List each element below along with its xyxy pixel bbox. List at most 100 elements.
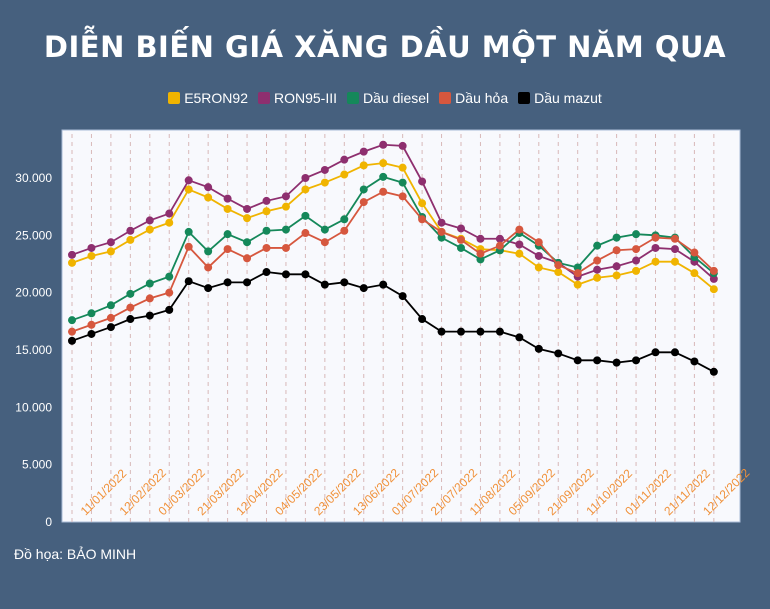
data-point bbox=[223, 194, 232, 203]
data-point bbox=[243, 238, 252, 247]
data-point bbox=[165, 209, 174, 218]
data-point bbox=[398, 292, 407, 301]
data-point bbox=[145, 294, 154, 303]
data-point bbox=[68, 250, 76, 259]
data-point bbox=[632, 245, 641, 254]
data-point bbox=[612, 262, 621, 271]
series-line bbox=[71, 143, 715, 280]
data-point bbox=[495, 327, 504, 336]
data-point bbox=[281, 202, 290, 211]
data-point bbox=[184, 277, 193, 286]
data-point bbox=[476, 327, 485, 336]
data-point bbox=[612, 358, 621, 367]
data-point bbox=[632, 256, 641, 265]
data-point bbox=[359, 185, 368, 194]
chart-title: DIỄN BIẾN GIÁ XĂNG DẦU MỘT NĂM QUA bbox=[43, 30, 727, 64]
data-point bbox=[632, 266, 641, 275]
data-point bbox=[223, 245, 232, 254]
y-tick-label: 10.000 bbox=[15, 400, 52, 414]
data-point bbox=[437, 227, 446, 236]
data-point bbox=[457, 243, 465, 252]
data-point bbox=[359, 147, 368, 156]
data-point bbox=[184, 242, 193, 251]
data-point bbox=[593, 356, 602, 365]
data-point bbox=[145, 311, 154, 320]
data-point bbox=[379, 280, 388, 289]
y-tick-label: 15.000 bbox=[15, 343, 52, 357]
data-point bbox=[340, 155, 349, 164]
data-point bbox=[68, 336, 76, 345]
legend-item: Dầu hỏa bbox=[439, 90, 508, 106]
data-point bbox=[68, 316, 76, 325]
legend-label: Dầu hỏa bbox=[455, 90, 509, 106]
data-point bbox=[457, 235, 465, 244]
data-point bbox=[320, 238, 329, 247]
data-point bbox=[106, 313, 115, 322]
data-point bbox=[223, 278, 232, 287]
data-point bbox=[670, 257, 679, 266]
y-tick-label: 0 bbox=[45, 515, 52, 529]
data-point bbox=[709, 285, 718, 294]
data-point bbox=[165, 305, 174, 314]
legend: E5RON92 RON95-III Dầu diesel Dầu hỏa Dầu maz… bbox=[0, 90, 770, 106]
data-point bbox=[262, 207, 271, 216]
data-point bbox=[437, 218, 446, 227]
data-point bbox=[709, 274, 718, 283]
data-point bbox=[106, 247, 115, 256]
legend-item: RON95-III bbox=[258, 90, 337, 106]
data-point bbox=[476, 249, 485, 258]
data-point bbox=[165, 272, 174, 281]
data-point bbox=[554, 268, 563, 277]
data-point bbox=[593, 256, 602, 265]
series-line bbox=[71, 190, 715, 333]
data-point bbox=[418, 177, 427, 186]
data-point bbox=[301, 211, 310, 220]
data-point bbox=[476, 234, 485, 243]
data-point bbox=[418, 199, 427, 208]
data-point bbox=[262, 268, 271, 277]
data-point bbox=[68, 327, 76, 336]
data-point bbox=[690, 269, 699, 278]
data-point bbox=[340, 278, 349, 287]
data-point bbox=[495, 234, 504, 243]
data-point bbox=[690, 248, 699, 257]
data-point bbox=[690, 357, 699, 366]
data-point bbox=[651, 233, 660, 242]
data-point bbox=[184, 176, 193, 185]
data-point bbox=[145, 279, 154, 288]
legend-swatch bbox=[168, 92, 181, 104]
data-point bbox=[165, 288, 174, 297]
data-point bbox=[262, 243, 271, 252]
data-point bbox=[165, 218, 174, 227]
data-point bbox=[87, 251, 96, 260]
data-point bbox=[398, 178, 407, 187]
data-point bbox=[418, 315, 427, 324]
y-tick-label: 20.000 bbox=[15, 286, 52, 300]
data-point bbox=[398, 192, 407, 201]
data-point bbox=[126, 226, 135, 235]
data-point bbox=[145, 216, 154, 225]
y-tick-label: 25.000 bbox=[15, 228, 52, 242]
data-point bbox=[126, 235, 135, 244]
legend-swatch bbox=[347, 92, 360, 104]
data-point bbox=[495, 241, 504, 250]
data-point bbox=[126, 289, 135, 298]
data-point bbox=[262, 196, 271, 205]
data-point bbox=[593, 265, 602, 274]
data-point bbox=[359, 198, 368, 207]
data-point bbox=[320, 225, 329, 234]
data-point bbox=[709, 367, 718, 376]
data-point bbox=[457, 224, 465, 233]
data-point bbox=[651, 257, 660, 266]
data-point bbox=[223, 204, 232, 213]
data-point bbox=[126, 315, 135, 324]
data-point bbox=[379, 172, 388, 181]
data-point bbox=[301, 270, 310, 279]
data-point bbox=[379, 187, 388, 196]
data-point bbox=[534, 251, 543, 260]
data-point bbox=[632, 356, 641, 365]
data-point bbox=[359, 161, 368, 170]
legend-swatch bbox=[439, 92, 452, 104]
data-point bbox=[476, 255, 485, 264]
